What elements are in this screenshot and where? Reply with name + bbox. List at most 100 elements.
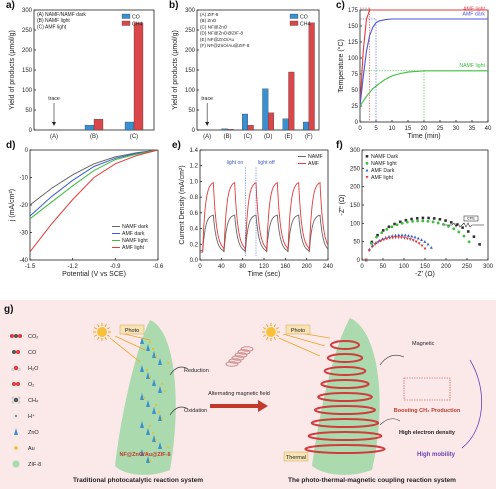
data-point [377, 238, 381, 242]
legend-label: CO₂ [28, 334, 38, 340]
data-point [414, 240, 418, 244]
y-tick-label: 75 [351, 72, 358, 78]
zno-rod-icon [14, 428, 18, 435]
atom [17, 396, 21, 400]
atom [17, 400, 21, 404]
category-label: (E) [285, 134, 293, 140]
group-legend-entry: (B) ZnO [200, 18, 217, 23]
category-label: (C) [244, 134, 252, 140]
data-point [393, 233, 397, 237]
cpe-label: CPE [467, 216, 476, 221]
data-point [390, 225, 394, 229]
rod [14, 428, 18, 435]
y-axis-label: -Z" (Ω) [339, 195, 346, 216]
x-tick-label: 240 [323, 264, 334, 270]
data-point [373, 243, 377, 246]
data-point [379, 239, 383, 243]
co2-molecule-icon [10, 334, 22, 338]
data-point [427, 216, 430, 220]
right-catalyst-cone [304, 318, 386, 475]
data-point [432, 217, 436, 220]
resistor [461, 222, 474, 228]
zno-rod [152, 407, 156, 414]
legend-label: CO [28, 350, 37, 356]
sun-ray [275, 327, 280, 330]
x-tick-label: 10 [389, 126, 396, 132]
sun-ray [104, 336, 107, 341]
panel-label: g) [4, 304, 13, 315]
sun-ray [262, 327, 267, 330]
au-particle [160, 382, 164, 386]
legend-label: AMF light [122, 245, 144, 251]
photo-label-box [285, 324, 311, 335]
atom [13, 365, 19, 371]
data-point [405, 220, 409, 224]
au-particle [151, 431, 155, 435]
atom [14, 414, 18, 418]
series-line-amf-light [359, 9, 488, 107]
au-particle [151, 347, 155, 351]
x-tick-label: 80 [239, 264, 246, 270]
coil-turn [307, 431, 383, 441]
coil-turn [231, 355, 245, 361]
coil-turn [326, 353, 364, 363]
y-tick-label: 0 [357, 258, 361, 264]
y-tick-label: 0.0 [190, 258, 199, 264]
panel-label: b) [169, 0, 178, 11]
data-point [408, 238, 412, 241]
atom [14, 334, 18, 338]
series-label: AMF dark [463, 12, 486, 18]
au-particle [154, 403, 158, 407]
y-tick-label: 200 [22, 48, 33, 54]
au-particle [145, 452, 149, 456]
au-particle [166, 361, 170, 365]
atom [12, 350, 16, 354]
panel-label: a) [6, 0, 15, 11]
data-point [438, 217, 442, 221]
reduction-arrow [379, 354, 405, 366]
x-tick-label: 100 [399, 264, 410, 270]
oxidation-arrow [379, 418, 401, 426]
y-tick-label: 150 [185, 68, 196, 74]
series-points-amf-light [364, 236, 427, 262]
legend-swatch-co [121, 13, 131, 19]
y-tick-label: 100 [348, 56, 359, 62]
y-tick-label: 50 [351, 88, 358, 94]
panel-label: e) [172, 140, 181, 151]
bar-co [84, 125, 95, 131]
legend-label: ZnO [28, 430, 39, 436]
au-particle [166, 445, 170, 449]
au-particle [148, 375, 152, 379]
data-point [390, 234, 394, 238]
legend-label: O₂ [28, 382, 34, 388]
x-tick-label: 0 [358, 126, 362, 132]
data-point [410, 234, 414, 238]
schematic-legend: CO₂ CO H₂O O₂ CH₄ H⁺ ZnO Au ZIF-8 [10, 334, 41, 468]
data-point [457, 230, 461, 234]
data-point [370, 240, 374, 244]
data-point [400, 221, 404, 225]
schematic-background [0, 300, 496, 489]
data-point [431, 220, 435, 224]
legend-label: CH₄ [28, 398, 39, 404]
data-point [462, 234, 466, 238]
ch4-box [403, 377, 451, 401]
data-point [367, 249, 371, 253]
legend-label: NAMF Dark [371, 154, 398, 160]
bar-ch4 [268, 112, 275, 131]
legend-label: CO [132, 15, 140, 21]
legend-swatch-ch4 [121, 20, 131, 26]
x-axis-label: Potential (V vs SCE) [62, 271, 126, 278]
legend-label: AMF dark [122, 231, 145, 237]
zif8-cone [115, 320, 176, 475]
au-particle [163, 389, 167, 393]
x-tick-label: 20 [421, 126, 428, 132]
data-point [398, 220, 402, 224]
atom [11, 400, 15, 404]
legend-swatch-co [289, 13, 299, 19]
data-point [423, 247, 427, 251]
y-tick-label: 0 [25, 148, 29, 154]
atom [16, 350, 20, 354]
category-label: (B) [224, 134, 232, 140]
